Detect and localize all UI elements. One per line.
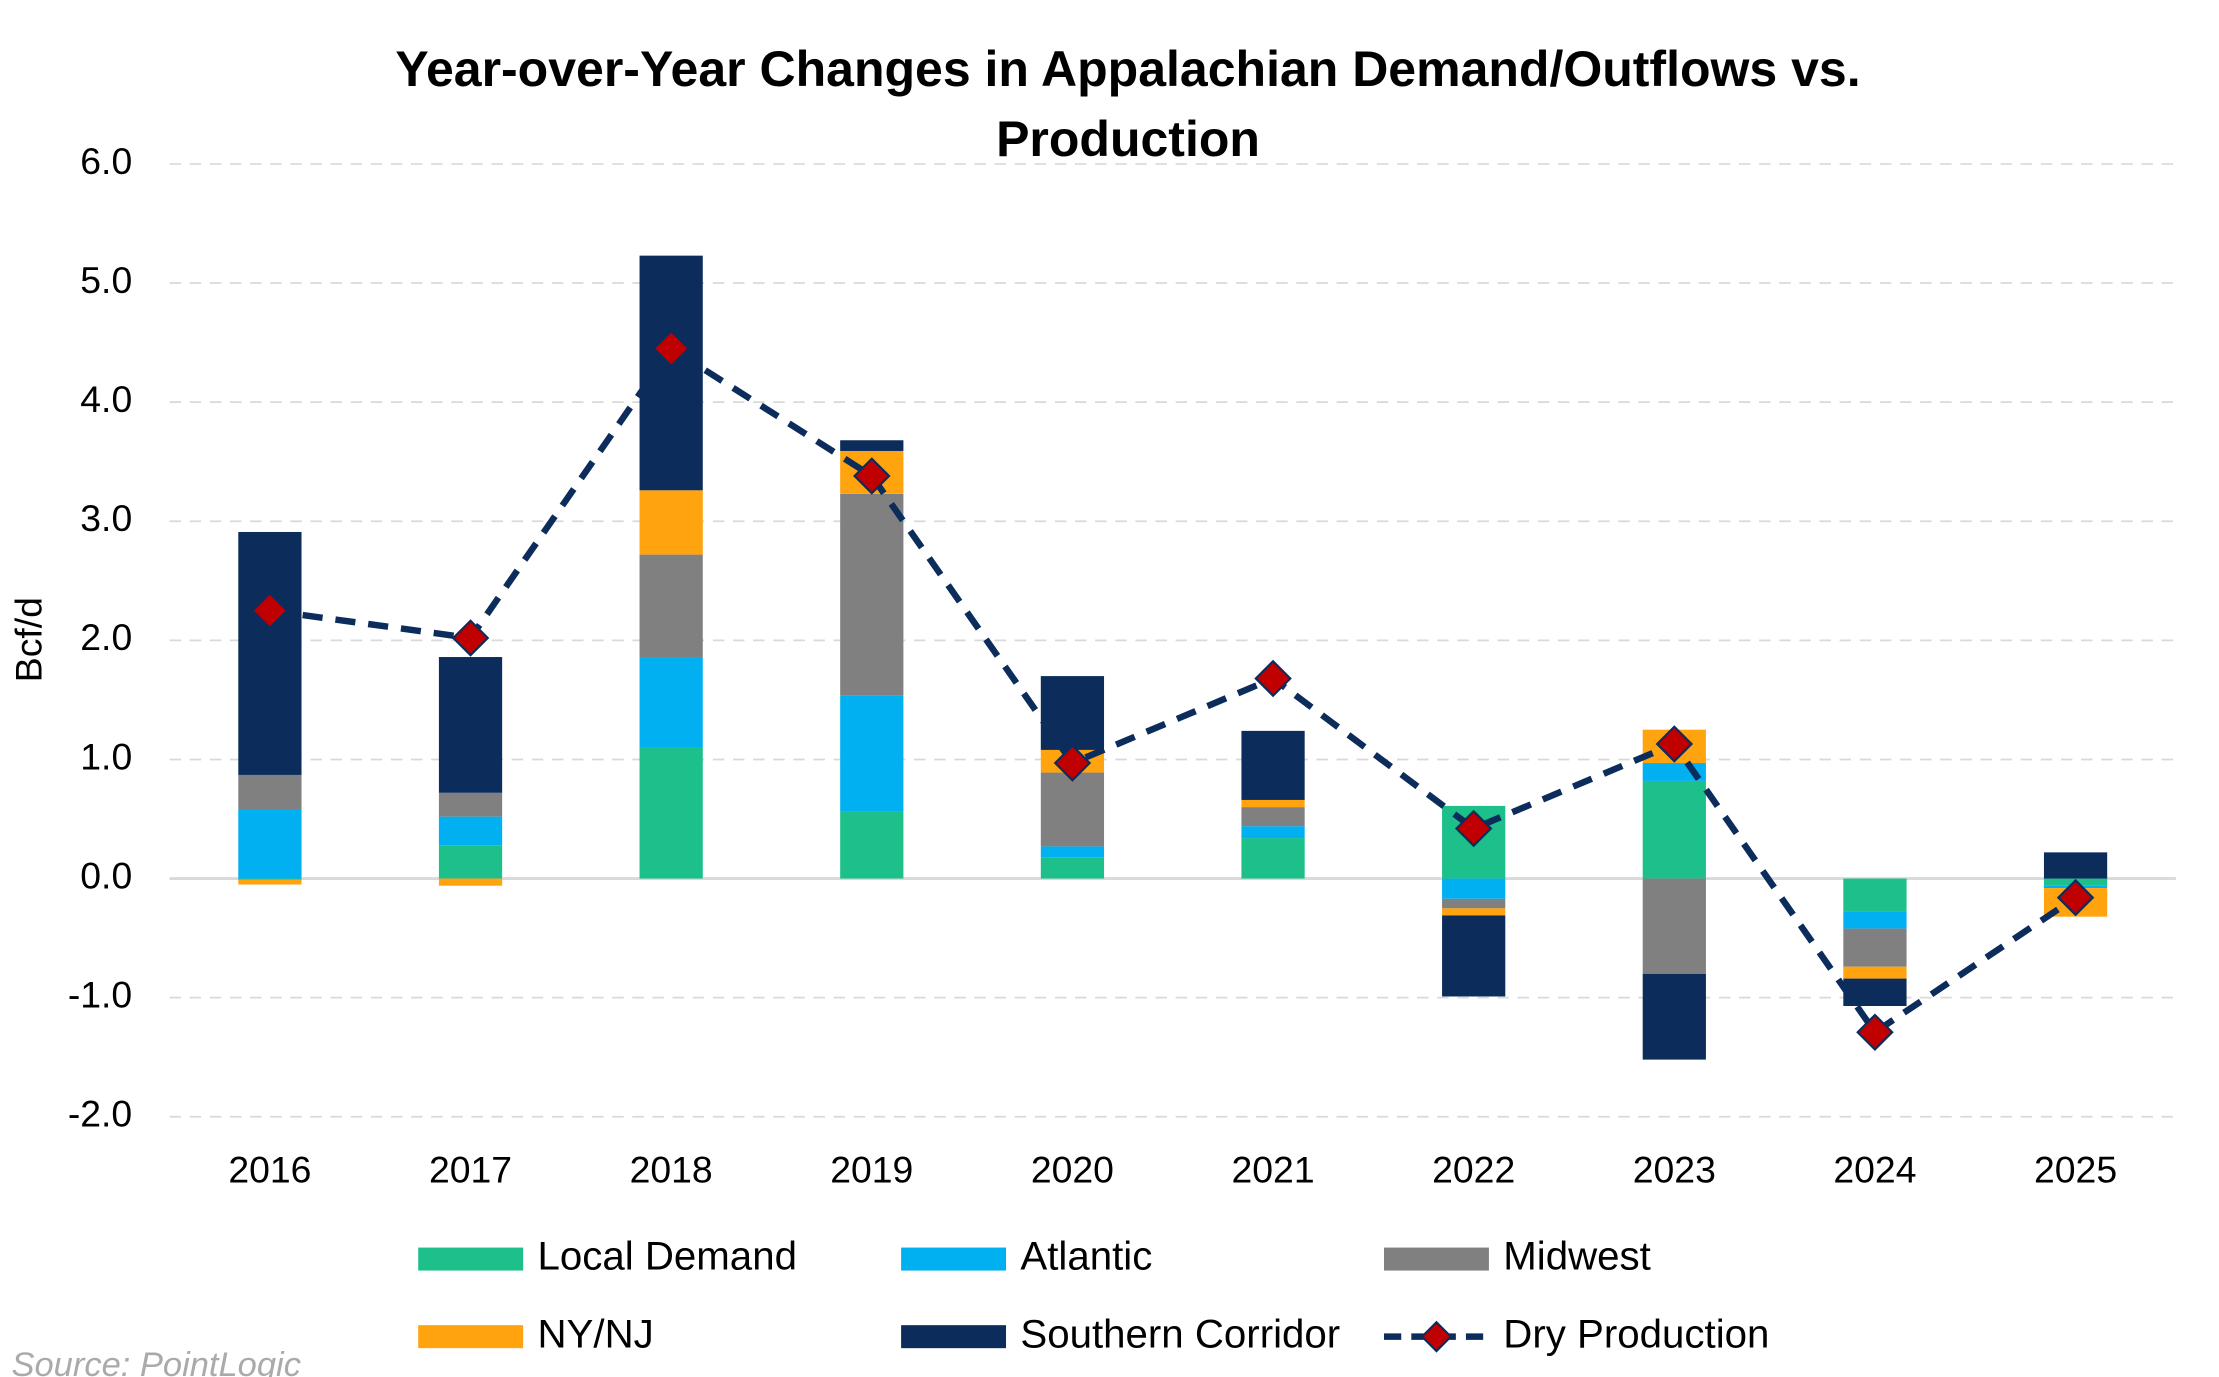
bar-segment xyxy=(438,792,503,817)
y-axis-label: Bcf/d xyxy=(7,597,49,682)
bar-segment xyxy=(1442,915,1506,997)
bar-segment xyxy=(1040,772,1105,847)
x-tick-label: 2018 xyxy=(630,1149,713,1191)
line xyxy=(269,344,2078,1037)
bar-segment xyxy=(1040,676,1105,750)
legend-swatch xyxy=(901,1247,1007,1271)
bar-segment xyxy=(2043,852,2108,879)
legend-label: Atlantic xyxy=(1020,1234,1152,1279)
bar-segment xyxy=(438,816,503,846)
line-marker xyxy=(1454,809,1493,848)
bar-segment xyxy=(438,845,503,879)
bar-segment xyxy=(1442,878,1506,899)
line-marker xyxy=(1254,659,1292,698)
y-tick-label: 5.0 xyxy=(80,259,132,301)
x-tick-label: 2019 xyxy=(830,1149,913,1191)
line-marker xyxy=(1655,725,1694,763)
bar-segment xyxy=(840,440,904,451)
bar-segment xyxy=(438,878,503,886)
bar-segment xyxy=(639,657,703,748)
bar-segment xyxy=(1442,898,1506,909)
bar-segment xyxy=(1040,857,1105,879)
bar-segment xyxy=(1442,908,1506,916)
legend-label: Dry Production xyxy=(1503,1311,1769,1356)
bar-segment xyxy=(1642,973,1706,1060)
bar-segment xyxy=(1843,878,1907,912)
bar-segment xyxy=(840,493,904,696)
line-marker xyxy=(853,457,891,495)
bar-segment xyxy=(1843,966,1907,979)
legend-label: Midwest xyxy=(1503,1234,1651,1279)
y-tick-label: 2.0 xyxy=(80,616,132,658)
legend-label: Local Demand xyxy=(538,1234,797,1279)
bar-segment xyxy=(1642,780,1706,879)
y-tick-label: 1.0 xyxy=(80,735,132,777)
x-tick-label: 2017 xyxy=(429,1149,512,1191)
bar-segment xyxy=(1241,799,1305,808)
bar-segment xyxy=(1241,826,1305,839)
bar-segment xyxy=(1843,911,1907,929)
bar-segment xyxy=(238,809,302,879)
y-tick-label: 0.0 xyxy=(80,854,132,896)
bar-segment xyxy=(1040,846,1105,858)
x-tick-label: 2020 xyxy=(1031,1149,1114,1191)
bar-segment xyxy=(238,878,302,880)
bar-segment xyxy=(639,255,703,491)
bar-segment xyxy=(840,695,904,812)
legend-label: Southern Corridor xyxy=(1020,1311,1340,1356)
bar-segment xyxy=(438,657,503,793)
bar-segment xyxy=(639,554,703,658)
y-tick-label: 3.0 xyxy=(80,497,132,539)
bar-segment xyxy=(639,747,703,879)
bar-segment xyxy=(1241,838,1305,879)
legend-swatch xyxy=(418,1325,524,1349)
legend-label: NY/NJ xyxy=(538,1311,654,1356)
x-tick-label: 2016 xyxy=(228,1149,311,1191)
y-tick-label: 6.0 xyxy=(80,140,132,182)
bar-segment xyxy=(1241,730,1305,800)
line-marker xyxy=(1856,1013,1894,1051)
bar-segment xyxy=(1843,928,1907,967)
bar-segment xyxy=(238,531,302,775)
line-marker xyxy=(2056,878,2095,917)
legend-marker xyxy=(1420,1320,1453,1353)
line-marker xyxy=(251,591,289,630)
bar-segment xyxy=(1241,807,1305,827)
bar-segment xyxy=(639,490,703,555)
bar-segment xyxy=(840,811,904,879)
bar-segment xyxy=(238,879,302,885)
bar-segment xyxy=(238,774,302,810)
chart-title: Year-over-Year Changes in Appalachian De… xyxy=(395,41,1861,167)
y-tick-label: -2.0 xyxy=(68,1093,132,1135)
x-tick-label: 2022 xyxy=(1432,1149,1515,1191)
bar-segment xyxy=(1642,878,1706,974)
x-tick-label: 2021 xyxy=(1231,1149,1314,1191)
y-tick-label: 4.0 xyxy=(80,378,132,420)
bar-segment xyxy=(1843,978,1907,1007)
legend-swatch xyxy=(901,1325,1007,1349)
line-marker xyxy=(1053,744,1092,782)
x-tick-label: 2024 xyxy=(1833,1149,1916,1191)
line-marker xyxy=(451,619,490,657)
x-tick-label: 2025 xyxy=(2034,1149,2117,1191)
line-marker xyxy=(652,329,690,368)
source-note: Source: PointLogic xyxy=(11,1346,300,1377)
legend-swatch xyxy=(418,1247,524,1271)
legend-swatch xyxy=(1384,1247,1489,1271)
y-tick-label: -1.0 xyxy=(68,974,132,1016)
x-tick-label: 2023 xyxy=(1633,1149,1716,1191)
